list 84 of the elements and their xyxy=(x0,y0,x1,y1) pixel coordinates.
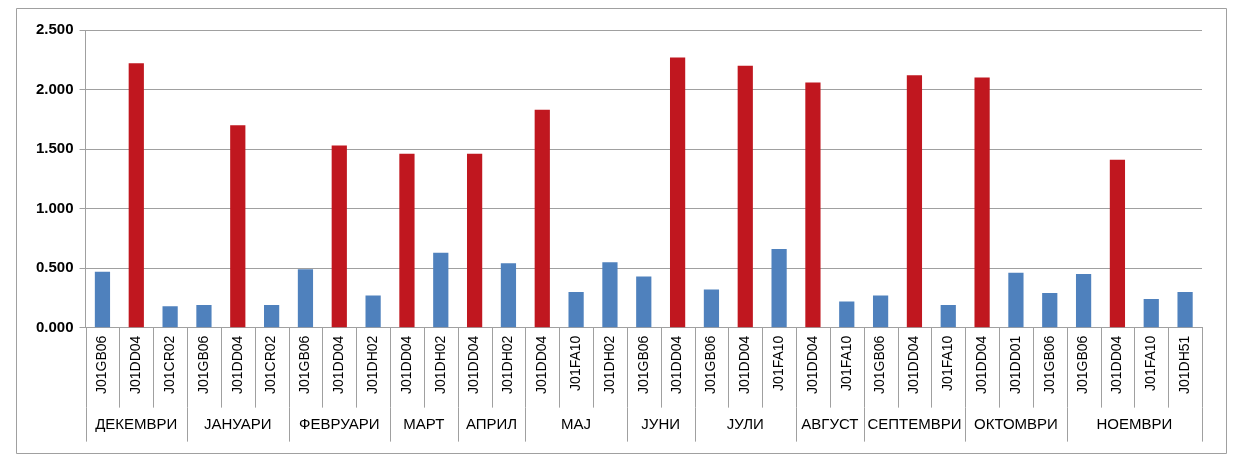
bar xyxy=(636,276,652,328)
text: МАРТ xyxy=(403,414,445,432)
text: ЈУЛИ xyxy=(726,414,764,432)
x-tick-label: J01DD04 xyxy=(533,335,550,394)
x-tick-label: J01DD04 xyxy=(127,335,144,394)
bar xyxy=(196,305,212,328)
x-tick-label: J01DH02 xyxy=(431,335,448,394)
y-tick-label: 1.000 xyxy=(35,198,74,216)
y-tick-label: 2.500 xyxy=(35,20,74,38)
text: ЈАНУАРИ xyxy=(203,414,272,432)
bar xyxy=(1143,299,1159,328)
bar xyxy=(467,153,483,328)
x-tick-label: J01DH02 xyxy=(363,335,380,394)
bar xyxy=(1109,159,1126,328)
bar xyxy=(737,65,753,328)
bar xyxy=(331,145,347,328)
x-tick-label: J01CR02 xyxy=(262,335,279,394)
y-tick-label: 1.500 xyxy=(35,139,74,157)
bar xyxy=(399,153,415,328)
bar xyxy=(839,301,855,328)
x-tick-label: J01DH02 xyxy=(600,335,617,394)
x-tick-label: J01CR02 xyxy=(160,335,177,394)
x-tick-label: J01DD04 xyxy=(228,335,245,394)
bar xyxy=(602,262,618,328)
bar xyxy=(1042,293,1058,328)
text: ДЕКЕМВРИ xyxy=(95,414,178,432)
bar xyxy=(433,252,449,328)
bar xyxy=(297,269,314,328)
x-tick-label: J01DD04 xyxy=(465,335,482,394)
x-tick-label: J01DD04 xyxy=(668,335,685,394)
text: ЈУНИ xyxy=(641,414,681,432)
x-tick-label: J01GB06 xyxy=(93,335,110,394)
x-tick-label: J01FA10 xyxy=(566,335,583,391)
text: СЕПТЕМВРИ xyxy=(867,414,962,432)
bar xyxy=(264,305,280,328)
x-tick-label: J01DD04 xyxy=(1108,335,1125,394)
x-tick-label: J01FA10 xyxy=(1142,335,1159,391)
y-tick-label: 0.000 xyxy=(35,317,74,335)
bar xyxy=(1008,272,1024,328)
x-tick-label: J01DD04 xyxy=(972,335,989,394)
text: ФЕВРУАРИ xyxy=(299,414,380,432)
x-tick-label: J01DD04 xyxy=(736,335,753,394)
y-tick-label: 2.000 xyxy=(35,79,74,97)
text: АПРИЛ xyxy=(465,414,518,432)
x-tick-label: J01DD01 xyxy=(1006,335,1023,394)
bar xyxy=(94,271,111,328)
bar xyxy=(162,306,178,328)
x-tick-label: J01GB06 xyxy=(702,335,719,394)
bar xyxy=(365,295,381,328)
x-tick-label: J01GB06 xyxy=(634,335,651,394)
bar xyxy=(940,305,956,328)
bar xyxy=(568,291,584,328)
x-tick-label: J01FA10 xyxy=(769,335,786,391)
x-tick-label: J01GB06 xyxy=(1040,335,1057,394)
text: НОЕМВРИ xyxy=(1096,414,1173,432)
bar xyxy=(703,289,720,328)
x-tick-label: J01DD04 xyxy=(803,335,820,394)
bar xyxy=(872,295,889,328)
x-tick-label: J01DD04 xyxy=(397,335,414,394)
bar xyxy=(669,57,686,328)
bar xyxy=(500,263,517,328)
x-tick-label: J01GB06 xyxy=(1074,335,1091,394)
bar xyxy=(1177,291,1193,328)
bar xyxy=(771,249,787,328)
x-tick-label: J01GB06 xyxy=(194,335,211,394)
x-tick-label: J01GB06 xyxy=(296,335,313,394)
x-tick-label: J01DH02 xyxy=(499,335,516,394)
x-tick-label: J01DD04 xyxy=(330,335,347,394)
x-tick-label: J01GB06 xyxy=(871,335,888,394)
bar xyxy=(128,63,144,328)
x-tick-label: J01DD04 xyxy=(905,335,922,394)
text: АВГУСТ xyxy=(801,414,859,432)
x-tick-label: J01DH51 xyxy=(1175,335,1192,394)
x-tick-label: J01FA10 xyxy=(837,335,854,391)
y-tick-label: 0.500 xyxy=(35,258,74,276)
x-tick-label: J01FA10 xyxy=(939,335,956,391)
text: МАЈ xyxy=(561,414,592,432)
bar xyxy=(906,75,923,328)
bar xyxy=(974,77,990,328)
bar xyxy=(230,125,246,328)
bar xyxy=(805,82,821,328)
bar xyxy=(534,109,550,328)
bar xyxy=(1075,274,1092,328)
text: ОКТОМВРИ xyxy=(973,414,1058,432)
